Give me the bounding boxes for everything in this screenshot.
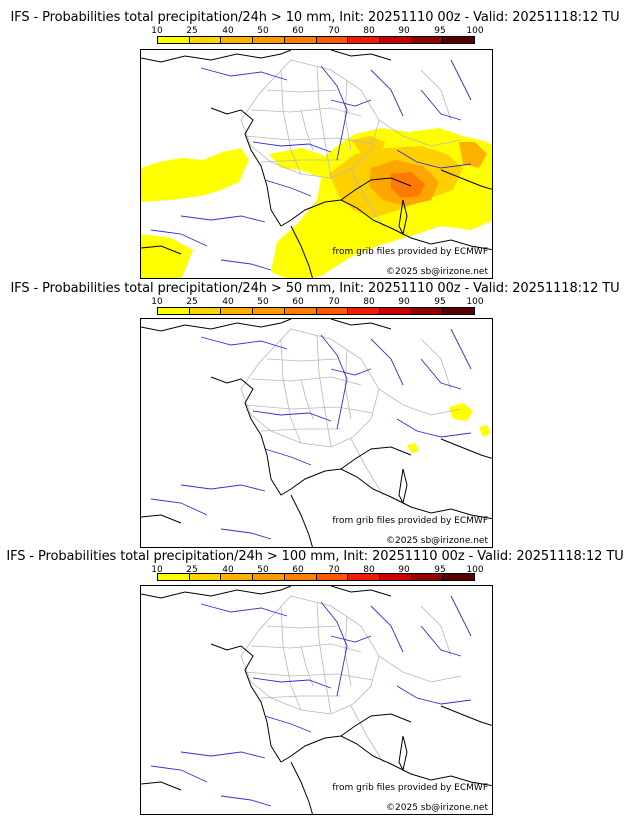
- rivers: [150, 59, 472, 271]
- colorbar-segment: [189, 574, 222, 580]
- colorbar-segment: [411, 37, 444, 43]
- coastline: [141, 319, 492, 547]
- colorbar-tick: 10: [151, 297, 163, 307]
- colorbar-tick: 95: [434, 26, 446, 36]
- colorbar-segment: [316, 37, 349, 43]
- colorbar-segment: [158, 574, 190, 580]
- admin-borders: [240, 328, 462, 496]
- colorbar: [157, 36, 475, 44]
- admin-borders: [240, 595, 462, 763]
- colorbar-tick: 50: [257, 565, 269, 575]
- colorbar-segment: [284, 574, 317, 580]
- colorbar-ticks: 10 25 40 50 60 70 80 90 95 100: [151, 297, 483, 307]
- probability-shading: [407, 403, 491, 453]
- colorbar-segment: [284, 308, 317, 314]
- panel-title: IFS - Probabilities total precipitation/…: [10, 10, 620, 25]
- colorbar-segment: [221, 574, 254, 580]
- colorbar-segment: [158, 308, 190, 314]
- colorbar-segment: [189, 37, 222, 43]
- colorbar-segment: [253, 308, 285, 314]
- colorbar-tick: 95: [434, 565, 446, 575]
- source-credit: from grib files provided by ECMWF: [332, 516, 488, 526]
- colorbar-tick: 10: [151, 26, 163, 36]
- coastline: [141, 50, 492, 278]
- colorbar-segment: [348, 37, 380, 43]
- precipitation-map: [141, 319, 492, 547]
- colorbar-tick: 60: [292, 565, 304, 575]
- probability-shading: [141, 128, 492, 278]
- map-area: from grib files provided by ECMWF ©2025 …: [140, 585, 493, 815]
- colorbar-segment: [316, 574, 349, 580]
- source-credit: from grib files provided by ECMWF: [332, 783, 488, 793]
- panel-100mm: IFS - Probabilities total precipitation/…: [0, 549, 630, 825]
- panel-title: IFS - Probabilities total precipitation/…: [6, 549, 624, 564]
- colorbar-segment: [253, 37, 285, 43]
- colorbar-tick: 40: [222, 565, 234, 575]
- precipitation-map: [141, 586, 492, 814]
- panel-title: IFS - Probabilities total precipitation/…: [10, 281, 620, 296]
- colorbar-ticks: 10 25 40 50 60 70 80 90 95 100: [151, 26, 483, 36]
- colorbar-tick: 90: [398, 26, 410, 36]
- admin-borders: [240, 59, 462, 227]
- panel-50mm: IFS - Probabilities total precipitation/…: [0, 281, 630, 557]
- colorbar: [157, 573, 475, 581]
- rivers: [150, 595, 472, 807]
- panel-10mm: IFS - Probabilities total precipitation/…: [0, 10, 630, 286]
- map-area: from grib files provided by ECMWF ©2025 …: [140, 49, 493, 279]
- colorbar-segment: [284, 37, 317, 43]
- source-credit: from grib files provided by ECMWF: [332, 247, 488, 257]
- colorbar-tick: 80: [363, 565, 375, 575]
- colorbar-segment: [411, 574, 444, 580]
- colorbar-tick: 25: [186, 565, 198, 575]
- colorbar-segment: [158, 37, 190, 43]
- colorbar-segment: [379, 37, 412, 43]
- colorbar-tick: 90: [398, 565, 410, 575]
- colorbar-tick: 100: [466, 565, 484, 575]
- colorbar-tick: 25: [186, 297, 198, 307]
- colorbar-segment: [411, 308, 444, 314]
- colorbar-tick: 100: [466, 297, 484, 307]
- colorbar-tick: 60: [292, 297, 304, 307]
- colorbar-tick: 80: [363, 26, 375, 36]
- colorbar-tick: 70: [328, 565, 340, 575]
- colorbar-tick: 50: [257, 26, 269, 36]
- colorbar-segment: [443, 574, 475, 580]
- colorbar-segment: [443, 37, 475, 43]
- copyright-credit: ©2025 sb@irizone.net: [386, 803, 488, 813]
- colorbar-tick: 10: [151, 565, 163, 575]
- precipitation-map: [141, 50, 492, 278]
- copyright-credit: ©2025 sb@irizone.net: [386, 267, 488, 277]
- colorbar-tick: 40: [222, 26, 234, 36]
- colorbar-tick: 70: [328, 297, 340, 307]
- colorbar-tick: 25: [186, 26, 198, 36]
- colorbar-tick: 50: [257, 297, 269, 307]
- colorbar-segment: [316, 308, 349, 314]
- colorbar-ticks: 10 25 40 50 60 70 80 90 95 100: [151, 565, 483, 575]
- colorbar-tick: 40: [222, 297, 234, 307]
- colorbar-tick: 100: [466, 26, 484, 36]
- colorbar-segment: [348, 308, 380, 314]
- colorbar-segment: [348, 574, 380, 580]
- colorbar-tick: 60: [292, 26, 304, 36]
- rivers: [150, 328, 472, 540]
- colorbar-segment: [443, 308, 475, 314]
- coastline: [141, 586, 492, 814]
- colorbar-segment: [221, 308, 254, 314]
- colorbar: [157, 307, 475, 315]
- colorbar-segment: [189, 308, 222, 314]
- colorbar-segment: [379, 574, 412, 580]
- colorbar-segment: [221, 37, 254, 43]
- colorbar-segment: [253, 574, 285, 580]
- colorbar-tick: 95: [434, 297, 446, 307]
- colorbar-tick: 70: [328, 26, 340, 36]
- map-area: from grib files provided by ECMWF ©2025 …: [140, 318, 493, 548]
- copyright-credit: ©2025 sb@irizone.net: [386, 536, 488, 546]
- colorbar-segment: [379, 308, 412, 314]
- colorbar-tick: 80: [363, 297, 375, 307]
- colorbar-tick: 90: [398, 297, 410, 307]
